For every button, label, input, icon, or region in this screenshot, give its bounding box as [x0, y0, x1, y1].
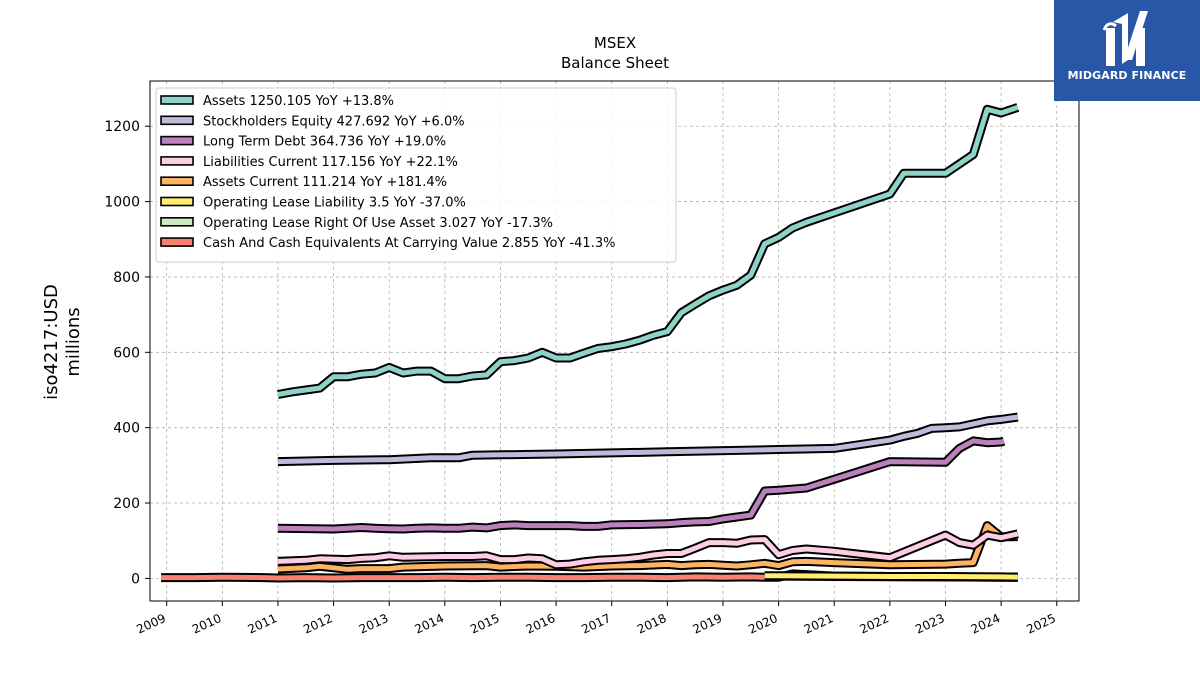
- x-tick-label: 2011: [246, 611, 280, 637]
- legend-swatch: [160, 156, 194, 166]
- legend-entry: Operating Lease Right Of Use Asset 3.027…: [203, 216, 553, 231]
- x-tick-label: 2013: [357, 611, 391, 637]
- legend-entry: Cash And Cash Equivalents At Carrying Va…: [203, 236, 615, 251]
- y-tick-label: 1000: [104, 195, 140, 211]
- y-tick-label: 600: [113, 345, 140, 361]
- y-tick-label: 400: [113, 421, 140, 437]
- legend-entry: Stockholders Equity 427.692 YoY +6.0%: [203, 114, 465, 129]
- legend-swatch: [160, 135, 194, 146]
- y-axis-label: iso4217:USD millions: [41, 284, 84, 400]
- plot-frame: [149, 80, 1080, 602]
- x-tick-label: 2021: [802, 611, 836, 637]
- x-tick-label: 2024: [969, 611, 1003, 637]
- legend-swatch: [160, 237, 194, 247]
- series-line: [764, 573, 1018, 580]
- x-tick-label: 2016: [524, 611, 558, 637]
- legend-swatch: [160, 217, 194, 227]
- series-layer: [161, 103, 1020, 583]
- y-tick-label: 200: [113, 496, 140, 512]
- legend: Assets 1250.105 YoY +13.8% Stockholders E…: [155, 87, 677, 263]
- brand-name: MIDGARD FINANCE: [1067, 69, 1187, 82]
- chart-subtitle: Balance Sheet: [561, 54, 669, 72]
- x-tick-label: 2019: [691, 611, 725, 637]
- legend-swatch: [160, 196, 194, 207]
- y-tick-label: 0: [131, 571, 140, 587]
- legend-swatch: [160, 176, 194, 186]
- series-assets-current: [277, 521, 1018, 574]
- series-line: [277, 523, 1018, 572]
- legend-entry: Long Term Debt 364.736 YoY +19.0%: [203, 135, 446, 150]
- x-tick-label: 2010: [190, 611, 224, 637]
- y-axis-label-line2: millions: [63, 307, 84, 376]
- legend-entry: Liabilities Current 117.156 YoY +22.1%: [203, 155, 458, 170]
- logo-mark-icon: [1102, 11, 1148, 66]
- legend-swatch: [160, 115, 194, 126]
- x-tick-label: 2017: [579, 611, 613, 637]
- y-tick-label: 800: [113, 270, 140, 286]
- series-long-term-debt: [277, 436, 1006, 534]
- series-line: [277, 414, 1019, 465]
- y-tick-label: 1200: [104, 119, 140, 135]
- series-liabilities-current: [277, 529, 1019, 570]
- series-line: [277, 105, 1019, 397]
- series-line: [277, 438, 1005, 532]
- x-axis: 2009 2010 2011 2012 2013 2014 2015 2016 2017 2018…: [134, 601, 1058, 637]
- x-tick-label: 2015: [468, 611, 502, 637]
- x-tick-label: 2012: [301, 611, 335, 637]
- legend-entry: Assets 1250.105 YoY +13.8%: [203, 94, 394, 109]
- x-tick-label: 2025: [1024, 611, 1058, 637]
- x-tick-label: 2014: [412, 611, 446, 637]
- x-tick-label: 2009: [134, 611, 168, 637]
- chart-title: MSEX: [594, 34, 636, 52]
- legend-box: [155, 87, 677, 263]
- series-operating-lease-liability: [764, 571, 1018, 582]
- x-tick-label: 2023: [913, 611, 947, 637]
- legend-entry: Assets Current 111.214 YoY +181.4%: [203, 175, 447, 190]
- x-tick-label: 2020: [746, 611, 780, 637]
- y-axis: 0 200 400 600 800 1000 1200: [104, 119, 150, 587]
- series-stockholders-equity: [277, 412, 1019, 467]
- midgard-finance-logo: MIDGARD FINANCE: [1054, 0, 1200, 101]
- series-assets: [277, 103, 1020, 399]
- legend-swatch: [160, 95, 194, 105]
- legend-entry: Operating Lease Liability 3.5 YoY -37.0%: [203, 196, 466, 211]
- x-tick-label: 2018: [635, 611, 669, 637]
- x-tick-label: 2022: [858, 611, 892, 637]
- y-axis-label-line1: iso4217:USD: [41, 284, 62, 400]
- series-line: [277, 531, 1019, 568]
